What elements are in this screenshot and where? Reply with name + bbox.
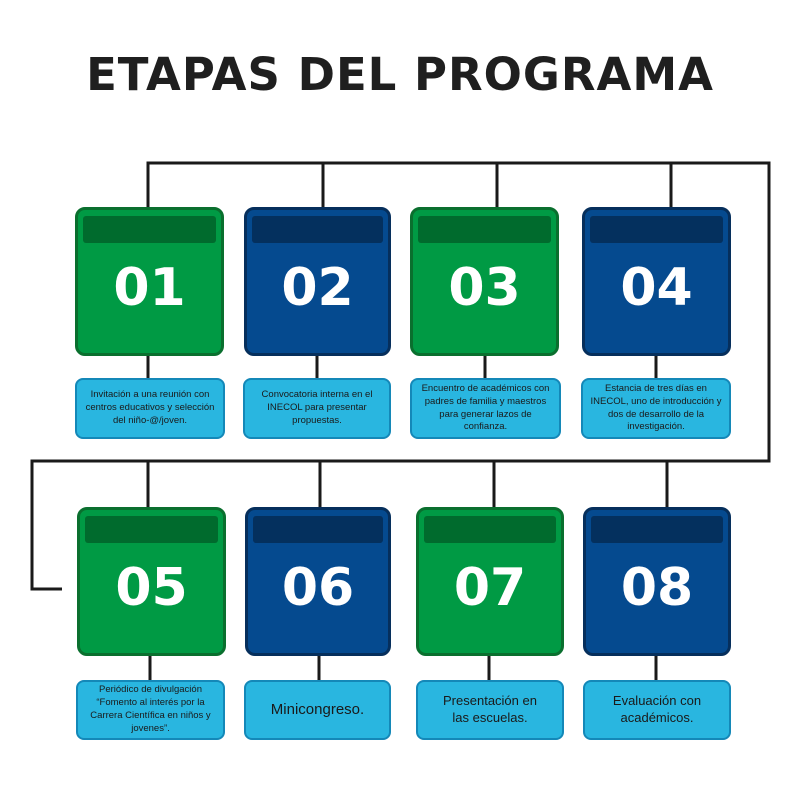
stage-number: 08 xyxy=(620,558,694,618)
top-row-connector xyxy=(30,161,771,591)
stage-description-02: Convocatoria interna en el INECOL para p… xyxy=(243,378,391,439)
stage-description-08: Evaluación con académicos. xyxy=(583,680,731,740)
stage-header-bar xyxy=(252,216,383,243)
stage-description-01: Invitación a una reunión con centros edu… xyxy=(75,378,225,439)
stage-header-bar xyxy=(424,516,556,543)
stage-description-04: Estancia de tres días en INECOL, uno de … xyxy=(581,378,731,439)
stage-card-02: 02 xyxy=(244,207,391,356)
stage-header-bar xyxy=(590,216,723,243)
stage-description-05: Periódico de divulgación “Fomento al int… xyxy=(76,680,225,740)
stage-header-bar xyxy=(83,216,216,243)
stage-card-06: 06 xyxy=(245,507,391,656)
stage-header-bar xyxy=(85,516,218,543)
stage-header-bar xyxy=(591,516,723,543)
stage-card-05: 05 xyxy=(77,507,226,656)
stage-card-08: 08 xyxy=(583,507,731,656)
stage-header-bar xyxy=(418,216,551,243)
stage-description-06: Minicongreso. xyxy=(244,680,391,740)
stage-description-07: Presentación en las escuelas. xyxy=(416,680,564,740)
stage-number: 01 xyxy=(113,258,186,318)
stage-description-03: Encuentro de académicos con padres de fa… xyxy=(410,378,561,439)
stage-card-04: 04 xyxy=(582,207,731,356)
stage-number: 05 xyxy=(115,558,188,618)
stage-number: 06 xyxy=(281,558,355,618)
stage-header-bar xyxy=(253,516,383,543)
stage-number: 07 xyxy=(453,558,527,618)
stage-card-03: 03 xyxy=(410,207,559,356)
stage-number: 04 xyxy=(620,258,693,318)
stage-card-07: 07 xyxy=(416,507,564,656)
stage-number: 02 xyxy=(281,258,354,318)
stage-card-01: 01 xyxy=(75,207,224,356)
stage-number: 03 xyxy=(448,258,521,318)
page-title: ETAPAS DEL PROGRAMA xyxy=(86,48,714,101)
